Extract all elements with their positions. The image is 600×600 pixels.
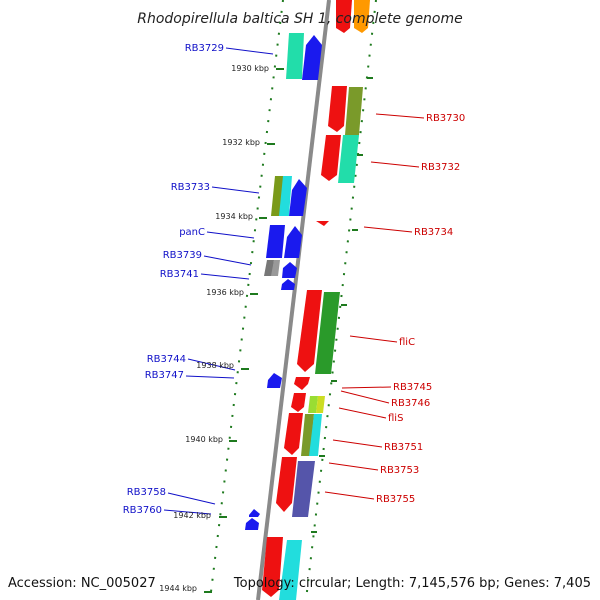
kbp-label: 1942 kbp [173, 511, 211, 520]
gene-feature[interactable] [291, 393, 306, 412]
gene-feature[interactable] [338, 135, 359, 183]
gene-feature[interactable] [249, 509, 260, 517]
gene-feature[interactable] [309, 414, 322, 456]
gene-label-reverse[interactable]: fliS [388, 413, 403, 424]
gene-feature[interactable] [292, 461, 315, 517]
gene-label-reverse[interactable]: fliC [399, 337, 415, 348]
gene-feature[interactable] [284, 413, 303, 455]
gene-feature[interactable] [286, 33, 304, 79]
gene-feature[interactable] [316, 396, 325, 413]
gene-feature[interactable] [276, 457, 297, 512]
reverse-label-connectors [324, 113, 425, 500]
genome-title: Rhodopirellula baltica SH 1, complete ge… [137, 11, 463, 27]
gene-feature[interactable] [281, 279, 295, 290]
gene-feature[interactable] [297, 290, 322, 372]
gene-feature[interactable] [284, 226, 302, 258]
gene-feature[interactable] [264, 260, 274, 276]
gene-feature[interactable] [345, 87, 363, 135]
kbp-label: 1938 kbp [196, 361, 234, 370]
gene-label-forward[interactable]: RB3744 [147, 354, 186, 365]
gene-feature[interactable] [267, 373, 282, 388]
outer-guide-left [209, 0, 284, 600]
accession-text: Accession: NC_005027 [8, 576, 156, 591]
gene-feature[interactable] [354, 0, 370, 33]
gene-label-reverse[interactable]: RB3734 [414, 227, 453, 238]
gene-label-reverse[interactable]: RB3732 [421, 162, 460, 173]
gene-label-forward[interactable]: RB3747 [145, 370, 184, 381]
gene-feature[interactable] [308, 396, 318, 413]
gene-label-forward[interactable]: RB3733 [171, 182, 210, 193]
kbp-label: 1932 kbp [222, 138, 260, 147]
kbp-ticks [204, 68, 284, 593]
genome-backbone [256, 0, 331, 600]
kbp-label: 1930 kbp [231, 64, 269, 73]
gene-feature[interactable] [316, 221, 329, 226]
kbp-label: 1934 kbp [215, 212, 253, 221]
gene-feature[interactable] [294, 377, 310, 390]
outer-guide-right [305, 0, 377, 600]
gene-label-forward[interactable]: RB3758 [127, 487, 166, 498]
gene-feature[interactable] [245, 518, 259, 530]
gene-label-reverse[interactable]: RB3745 [393, 382, 432, 393]
gene-feature[interactable] [262, 537, 283, 597]
gene-label-reverse[interactable]: RB3753 [380, 465, 419, 476]
gene-feature[interactable] [302, 35, 322, 80]
gene-label-forward[interactable]: RB3760 [123, 505, 162, 516]
gene-feature[interactable] [279, 176, 292, 216]
gene-label-reverse[interactable]: RB3751 [384, 442, 423, 453]
gene-feature[interactable] [315, 292, 340, 374]
gene-label-reverse[interactable]: RB3730 [426, 113, 465, 124]
gene-feature[interactable] [271, 260, 280, 276]
minor-ticks [311, 77, 373, 533]
gene-feature[interactable] [266, 225, 285, 258]
gene-feature[interactable] [279, 540, 302, 600]
kbp-label: 1940 kbp [185, 435, 223, 444]
gene-label-reverse[interactable]: RB3755 [376, 494, 415, 505]
gene-feature[interactable] [336, 0, 352, 33]
gene-label-forward[interactable]: RB3729 [185, 43, 224, 54]
kbp-label: 1936 kbp [206, 288, 244, 297]
gene-label-forward[interactable]: RB3739 [163, 250, 202, 261]
gene-feature[interactable] [289, 179, 307, 216]
gene-label-forward[interactable]: panC [179, 227, 205, 238]
gene-feature[interactable] [282, 262, 297, 278]
gene-label-reverse[interactable]: RB3746 [391, 398, 430, 409]
gene-feature[interactable] [321, 135, 341, 181]
gene-label-forward[interactable]: RB3741 [160, 269, 199, 280]
gene-feature[interactable] [328, 86, 347, 132]
genome-summary-text: Topology: circular; Length: 7,145,576 bp… [233, 576, 591, 591]
kbp-label: 1944 kbp [159, 584, 197, 593]
forward-label-connectors [163, 47, 274, 515]
